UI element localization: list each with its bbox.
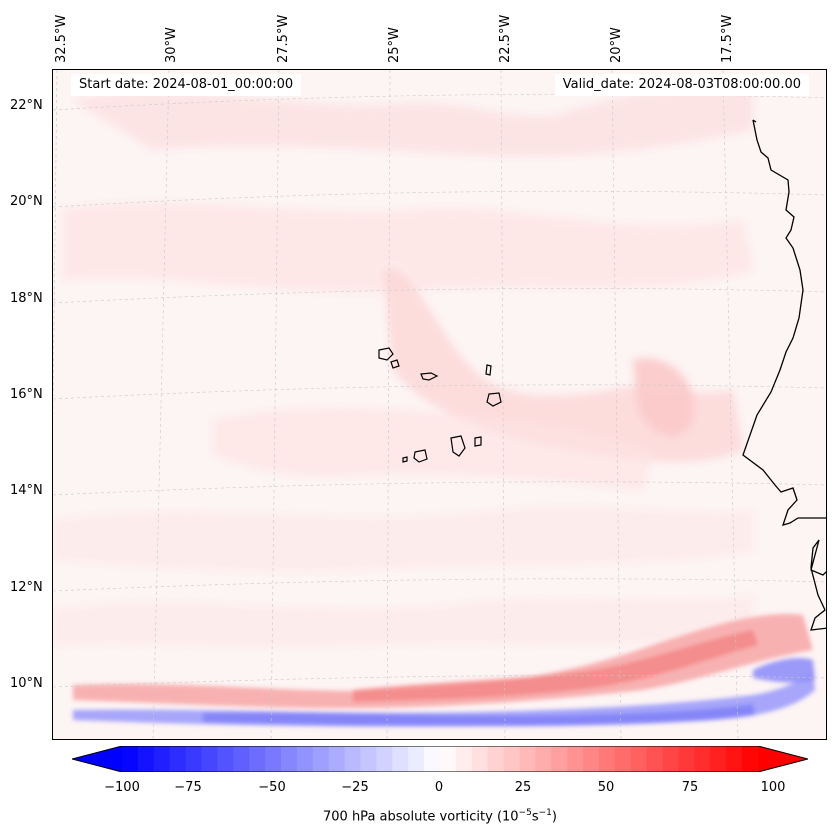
colorbar-cell [201, 746, 218, 772]
colorbar-cell [137, 746, 155, 772]
lat-label-14n: 14°N [10, 483, 43, 498]
colorbar [72, 746, 808, 772]
colorbar-cell [694, 746, 711, 772]
colorbar-label: 700 hPa absolute vorticity (10−5s−1) [323, 808, 557, 825]
itcz-vorticity-band [73, 614, 815, 727]
colorbar-low-extension [72, 746, 122, 772]
cape-blanc-outline [752, 119, 757, 123]
start-date-label: Start date: 2024-08-01_00:00:00 [71, 74, 302, 96]
colorbar-cell [249, 746, 266, 772]
colorbar-cell [726, 746, 743, 772]
valid-date-label: Valid_date: 2024-08-03T08:00:00.00 [554, 74, 809, 96]
colorbar-tick-0: 0 [434, 780, 444, 795]
lon-label-27-5w: 27.5°W [276, 14, 291, 63]
positive-vorticity-patches [53, 85, 753, 647]
colorbar-cell [312, 746, 330, 772]
colorbar-cell [630, 746, 648, 772]
colorbar-cell [662, 746, 679, 772]
colorbar-cell [710, 746, 727, 772]
colorbar-tick-25: 25 [514, 780, 532, 795]
vorticity-field [53, 70, 826, 739]
colorbar-cell [471, 746, 489, 772]
colorbar-cell [296, 746, 314, 772]
colorbar-cell [392, 746, 409, 772]
colorbar-tick-minus-25: −25 [341, 780, 369, 795]
cape-verde-islands [378, 347, 502, 463]
lat-label-10n: 10°N [10, 676, 43, 691]
colorbar-cell [233, 746, 250, 772]
colorbar-tick-75: 75 [681, 780, 699, 795]
colorbar-cell [153, 746, 171, 772]
lat-label-18n: 18°N [10, 291, 43, 306]
colorbar-cell [424, 746, 441, 772]
colorbar-cell [583, 746, 600, 772]
map-panel [52, 69, 827, 740]
colorbar-cell [360, 746, 377, 772]
colorbar-cell [169, 746, 187, 772]
colorbar-cell [646, 746, 664, 772]
colorbar-cell [440, 746, 457, 772]
colorbar-tick-minus-75: −75 [174, 780, 202, 795]
colorbar-cell [742, 746, 759, 772]
graticule [53, 70, 826, 739]
lon-label-20w: 20°W [609, 27, 624, 63]
lon-label-17-5w: 17.5°W [720, 14, 735, 63]
colorbar-cells [122, 746, 759, 772]
colorbar-cell [599, 746, 616, 772]
colorbar-cell [344, 746, 361, 772]
colorbar-cell [217, 746, 234, 772]
colorbar-cell [551, 746, 568, 772]
colorbar-cell [503, 746, 520, 772]
colorbar-tick-minus-100: −100 [104, 780, 140, 795]
lat-label-22n: 22°N [10, 98, 43, 113]
lon-label-25w: 25°W [387, 27, 402, 63]
colorbar-tick-minus-50: −50 [258, 780, 286, 795]
colorbar-high-extension [758, 746, 808, 772]
colorbar-cell [614, 746, 632, 772]
colorbar-cell [328, 746, 346, 772]
colorbar-cell [185, 746, 202, 772]
colorbar-cell [567, 746, 584, 772]
african-coastline [742, 119, 826, 631]
colorbar-cell [487, 746, 505, 772]
colorbar-cell [535, 746, 552, 772]
colorbar-cell [281, 746, 298, 772]
colorbar-tick-100: 100 [760, 780, 786, 795]
lon-label-22-5w: 22.5°W [498, 14, 513, 63]
colorbar-cell [519, 746, 536, 772]
colorbar-cell [455, 746, 473, 772]
colorbar-cell [122, 746, 139, 772]
lon-label-30w: 30°W [164, 27, 179, 63]
lon-label-32-5w: 32.5°W [54, 14, 69, 63]
colorbar-cell [376, 746, 393, 772]
colorbar-tick-50: 50 [597, 780, 615, 795]
lat-label-20n: 20°N [10, 194, 43, 209]
colorbar-cell [265, 746, 282, 772]
lat-label-12n: 12°N [10, 580, 43, 595]
lat-label-16n: 16°N [10, 387, 43, 402]
colorbar-cell [408, 746, 425, 772]
colorbar-cell [678, 746, 695, 772]
